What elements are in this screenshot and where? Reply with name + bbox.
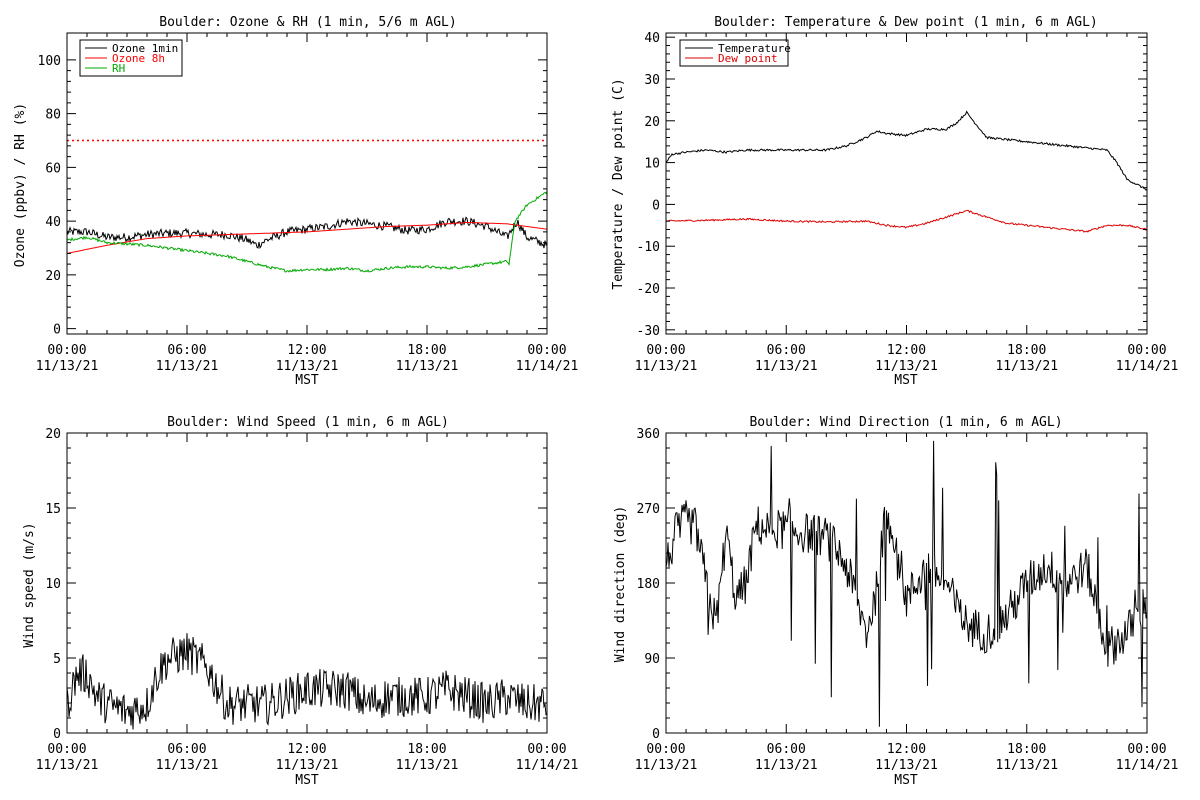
wind-speed-xtick-date: 11/13/21 xyxy=(36,758,99,773)
wind-speed-ytick-label: 10 xyxy=(45,577,61,592)
wind-direction-xtick-time: 12:00 xyxy=(887,742,926,757)
ozone-rh-xtick-time: 12:00 xyxy=(287,343,326,358)
wind-speed-xtick-time: 00:00 xyxy=(527,742,566,757)
wind-speed-xtick-time: 12:00 xyxy=(287,742,326,757)
wind-direction-title: Boulder: Wind Direction (1 min, 6 m AGL) xyxy=(749,415,1062,430)
wind-speed-xtick-date: 11/13/21 xyxy=(396,758,459,773)
wind-direction-xtick-time: 00:00 xyxy=(1127,742,1166,757)
temperature-dewpoint-xtick-time: 18:00 xyxy=(1007,343,1046,358)
wind-direction-xtick-time: 06:00 xyxy=(767,742,806,757)
temperature-dewpoint-xtick-time: 00:00 xyxy=(1127,343,1166,358)
wind-direction-ytick-label: 90 xyxy=(644,652,660,667)
temperature-dewpoint-ytick-label: 40 xyxy=(644,31,660,46)
ozone-rh-xtick-time: 00:00 xyxy=(527,343,566,358)
temperature-dewpoint-xtick-time: 12:00 xyxy=(887,343,926,358)
temperature-dewpoint-ytick-label: 0 xyxy=(652,198,660,213)
wind-direction-ylabel: Wind direction (deg) xyxy=(613,506,628,663)
wind-direction-xtick-date: 11/13/21 xyxy=(635,758,698,773)
ozone-rh-series-line-2 xyxy=(66,190,548,273)
wind-direction-xtick-date: 11/14/21 xyxy=(1116,758,1179,773)
temperature-dewpoint-title: Boulder: Temperature & Dew point (1 min,… xyxy=(714,15,1098,30)
temperature-dewpoint-legend-label: Temperature xyxy=(718,42,791,55)
temperature-dewpoint-ytick-label: 20 xyxy=(644,115,660,130)
wind-direction-xtick-date: 11/13/21 xyxy=(755,758,818,773)
temperature-dewpoint-legend-label: Dew point xyxy=(718,52,778,65)
temperature-dewpoint-xtick-date: 11/13/21 xyxy=(755,359,818,374)
ozone-rh-series-line-0 xyxy=(66,216,548,249)
ozone-rh-xtick-date: 11/14/21 xyxy=(516,359,579,374)
wind-speed-series-line-0 xyxy=(66,633,548,730)
ozone-rh-title: Boulder: Ozone & RH (1 min, 5/6 m AGL) xyxy=(159,15,456,30)
ozone-rh-ytick-label: 40 xyxy=(45,215,61,230)
temperature-dewpoint-series-line-1 xyxy=(666,209,1148,233)
wind-speed-title: Boulder: Wind Speed (1 min, 6 m AGL) xyxy=(167,415,449,430)
wind-speed-xtick-date: 11/13/21 xyxy=(276,758,339,773)
wind-speed-xlabel: MST xyxy=(295,773,319,788)
ozone-rh-legend-label: Ozone 8h xyxy=(112,52,165,65)
wind-speed-ytick-label: 20 xyxy=(45,427,61,442)
wind-direction-ytick-label: 0 xyxy=(652,727,660,742)
ozone-rh-ytick-label: 100 xyxy=(38,54,61,69)
temperature-dewpoint-ytick-label: 10 xyxy=(644,157,660,172)
ozone-rh-panel: Boulder: Ozone & RH (1 min, 5/6 m AGL) M… xyxy=(13,15,578,388)
ozone-rh-xtick-date: 11/13/21 xyxy=(156,359,219,374)
ozone-rh-series-line-1 xyxy=(66,222,548,254)
temperature-dewpoint-xtick-date: 11/13/21 xyxy=(995,359,1058,374)
temperature-dewpoint-xtick-time: 06:00 xyxy=(767,343,806,358)
ozone-rh-xtick-date: 11/13/21 xyxy=(396,359,459,374)
wind-direction-xtick-date: 11/13/21 xyxy=(995,758,1058,773)
temperature-dewpoint-xtick-date: 11/14/21 xyxy=(1116,359,1179,374)
temperature-dewpoint-series-line-0 xyxy=(665,110,1148,191)
ozone-rh-xtick-time: 18:00 xyxy=(407,343,446,358)
temperature-dewpoint-xlabel: MST xyxy=(894,373,918,388)
ozone-rh-legend-label: Ozone 1min xyxy=(112,42,178,55)
ozone-rh-xtick-date: 11/13/21 xyxy=(36,359,99,374)
temperature-dewpoint-ytick-label: -30 xyxy=(637,324,660,339)
wind-direction-xtick-time: 18:00 xyxy=(1007,742,1046,757)
wind-speed-ytick-label: 5 xyxy=(53,652,61,667)
ozone-rh-xtick-date: 11/13/21 xyxy=(276,359,339,374)
temperature-dewpoint-ytick-label: -10 xyxy=(637,240,660,255)
wind-speed-ytick-label: 15 xyxy=(45,502,61,517)
wind-speed-xtick-time: 06:00 xyxy=(167,742,206,757)
ozone-rh-xtick-time: 00:00 xyxy=(47,343,86,358)
temperature-dewpoint-xtick-date: 11/13/21 xyxy=(875,359,938,374)
temperature-dewpoint-ylabel: Temperature / Dew point (C) xyxy=(611,78,626,289)
wind-direction-ytick-label: 270 xyxy=(637,502,660,517)
ozone-rh-ytick-label: 80 xyxy=(45,108,61,123)
wind-direction-xtick-time: 00:00 xyxy=(646,742,685,757)
ozone-rh-xlabel: MST xyxy=(295,373,319,388)
temperature-dewpoint-panel: Boulder: Temperature & Dew point (1 min,… xyxy=(611,15,1178,388)
wind-direction-ytick-label: 180 xyxy=(637,577,660,592)
wind-direction-panel: Boulder: Wind Direction (1 min, 6 m AGL)… xyxy=(613,415,1178,788)
wind-speed-ylabel: Wind speed (m/s) xyxy=(22,522,37,647)
ozone-rh-xtick-time: 06:00 xyxy=(167,343,206,358)
temperature-dewpoint-xtick-date: 11/13/21 xyxy=(635,359,698,374)
wind-speed-panel: Boulder: Wind Speed (1 min, 6 m AGL) MST… xyxy=(22,415,578,788)
temperature-dewpoint-ytick-label: 30 xyxy=(644,73,660,88)
ozone-rh-ytick-label: 0 xyxy=(53,323,61,338)
wind-speed-xtick-time: 18:00 xyxy=(407,742,446,757)
wind-direction-ytick-label: 360 xyxy=(637,427,660,442)
ozone-rh-legend-label: RH xyxy=(112,62,125,75)
ozone-rh-ytick-label: 60 xyxy=(45,161,61,176)
wind-direction-xtick-date: 11/13/21 xyxy=(875,758,938,773)
temperature-dewpoint-legend-box xyxy=(679,39,789,67)
temperature-dewpoint-xtick-time: 00:00 xyxy=(646,343,685,358)
ozone-rh-ylabel: Ozone (ppbv) / RH (%) xyxy=(13,103,28,267)
temperature-dewpoint-ytick-label: -20 xyxy=(637,282,660,297)
wind-speed-xtick-date: 11/13/21 xyxy=(156,758,219,773)
wind-speed-ytick-label: 0 xyxy=(53,727,61,742)
ozone-rh-ytick-label: 20 xyxy=(45,269,61,284)
wind-direction-xlabel: MST xyxy=(894,773,918,788)
wind-speed-xtick-date: 11/14/21 xyxy=(516,758,579,773)
wind-direction-series-line-0 xyxy=(665,440,1148,727)
wind-speed-xtick-time: 00:00 xyxy=(47,742,86,757)
